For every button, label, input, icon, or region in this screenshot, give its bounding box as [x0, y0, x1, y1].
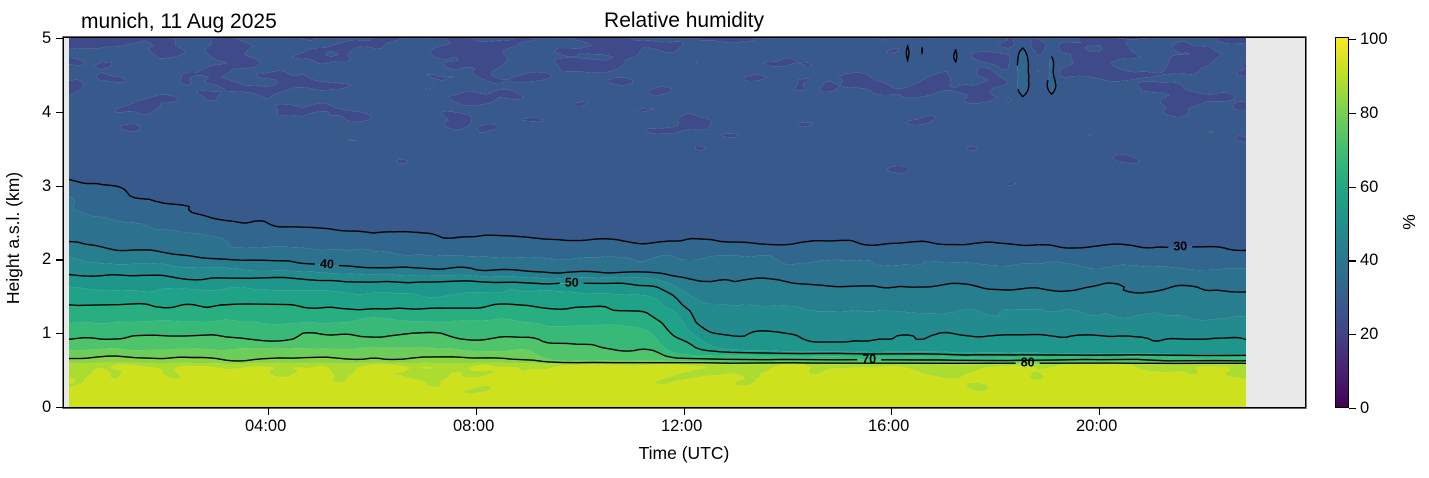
svg-text:Height a.s.l. (km): Height a.s.l. (km)	[3, 172, 23, 304]
svg-text:%: %	[1399, 214, 1419, 230]
